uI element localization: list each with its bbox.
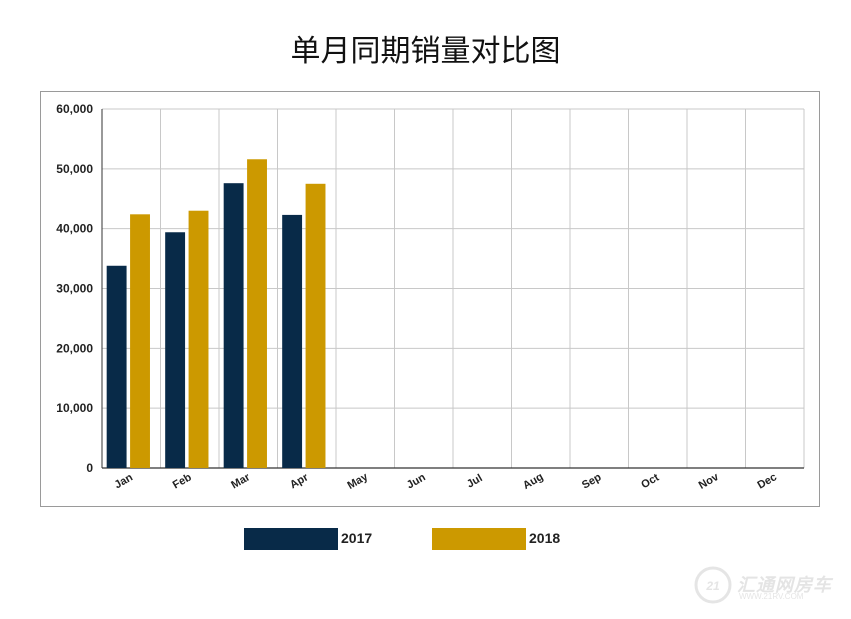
- y-tick-label: 50,000: [56, 162, 93, 176]
- y-tick-label: 10,000: [56, 401, 93, 415]
- watermark: 21 汇通网房车 WWW.21RV.COM: [693, 565, 843, 605]
- bar-2017-apr: [282, 214, 303, 468]
- svg-text:21: 21: [705, 579, 720, 593]
- x-tick-label: Jul: [465, 472, 485, 490]
- y-tick-label: 0: [86, 461, 93, 475]
- legend-swatch-2018: [432, 528, 526, 550]
- x-tick-label: Feb: [171, 471, 194, 491]
- bar-2018-apr: [305, 183, 326, 468]
- watermark-url: WWW.21RV.COM: [739, 592, 804, 601]
- legend-label-2017: 2017: [341, 530, 373, 546]
- bar-2018-mar: [247, 159, 267, 468]
- bar-2017-jan: [106, 265, 127, 468]
- x-tick-label: Mar: [229, 471, 253, 492]
- x-tick-label: Jan: [113, 471, 136, 491]
- x-tick-label: Apr: [288, 471, 311, 491]
- x-tick-label: May: [345, 470, 370, 492]
- legend-label-2018: 2018: [529, 530, 561, 546]
- x-tick-label: Oct: [639, 471, 661, 491]
- x-tick-label: Jun: [405, 471, 428, 491]
- legend-swatch-2017: [244, 528, 338, 550]
- watermark-text: 汇通网房车: [737, 575, 832, 596]
- x-tick-label: Aug: [521, 471, 546, 492]
- y-tick-label: 40,000: [56, 222, 93, 236]
- bar-chart: 0 10,000 20,000 30,000 40,000 50,000 60,000 Jan…: [56, 102, 805, 492]
- bar-2017-feb: [165, 232, 186, 468]
- x-tick-label: Nov: [697, 471, 722, 492]
- watermark-logo-icon: 21: [694, 566, 732, 604]
- bar-2017-mar: [223, 183, 244, 468]
- x-tick-label: Dec: [756, 471, 779, 491]
- chart-plot-frame: 0 10,000 20,000 30,000 40,000 50,000 60,000 Jan…: [40, 91, 820, 507]
- legend: 2017 2018: [244, 528, 584, 550]
- bar-2018-jan: [130, 214, 150, 468]
- x-tick-label: Sep: [580, 471, 604, 492]
- bar-2018-feb: [188, 210, 209, 468]
- y-tick-label: 60,000: [56, 102, 93, 116]
- chart-title: 单月同期销量对比图: [290, 34, 561, 69]
- y-tick-label: 30,000: [56, 282, 93, 296]
- y-tick-label: 20,000: [56, 341, 93, 355]
